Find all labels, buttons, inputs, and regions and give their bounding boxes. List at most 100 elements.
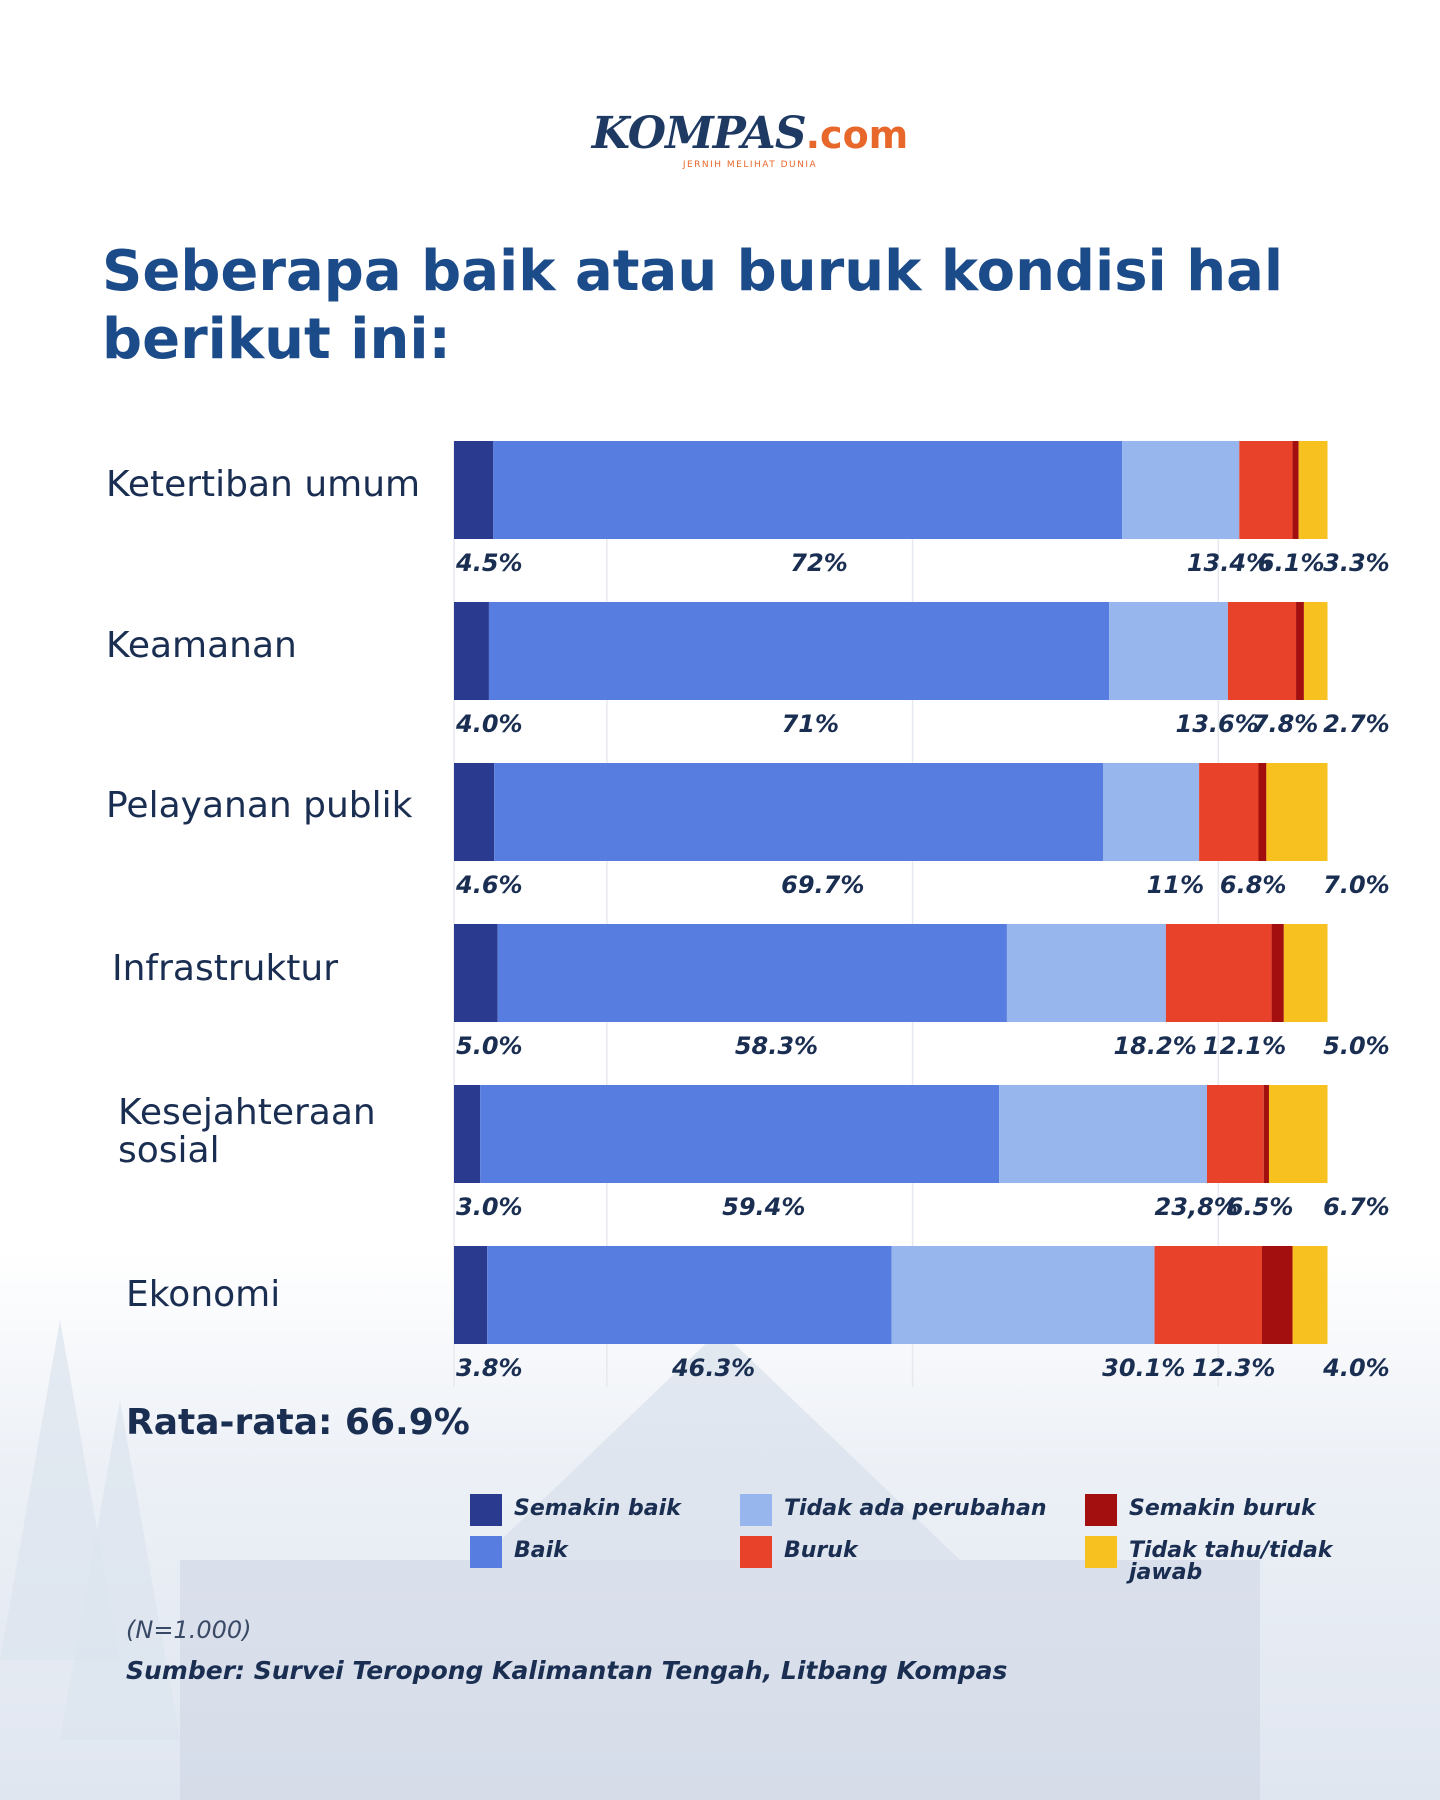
chart-title-line2: berikut ini:: [102, 307, 451, 372]
data-label: 2.7%: [1323, 710, 1390, 738]
legend-label: Baik: [514, 1538, 568, 1563]
data-label: 11%: [1147, 871, 1204, 899]
category-label: Kesejahteraan sosial: [118, 1092, 376, 1171]
data-label: 5.0%: [456, 1032, 523, 1060]
data-label: 4.0%: [1322, 1354, 1390, 1382]
data-label: 5.0%: [1323, 1032, 1390, 1060]
category-label: Keamanan: [106, 625, 297, 666]
bar-segment: [1103, 763, 1200, 861]
sample-size-note: (N=1.000): [126, 1616, 252, 1644]
data-label: 30.1%: [1102, 1354, 1185, 1382]
bar-segment: [1154, 1246, 1262, 1344]
bar-segment: [454, 1085, 481, 1183]
bar-segment: [1268, 1085, 1328, 1183]
bar-segment: [1258, 763, 1267, 861]
bar-segment: [454, 441, 494, 539]
data-label: 46.3%: [671, 1354, 755, 1382]
bar-segment: [999, 1085, 1207, 1183]
legend-item: Buruk: [740, 1536, 1014, 1568]
category-label: Infrastruktur: [112, 948, 339, 989]
legend-label: Buruk: [784, 1538, 858, 1563]
bar-segment: [494, 763, 1104, 861]
legend-swatch: [740, 1536, 772, 1568]
legend-swatch: [740, 1494, 772, 1526]
data-label: 59.4%: [722, 1193, 805, 1221]
data-label: 12.3%: [1192, 1354, 1275, 1382]
legend-item: Tidak ada perubahan: [740, 1494, 1084, 1526]
chart-title-line1: Seberapa baik atau buruk kondisi hal: [102, 239, 1284, 304]
bar-segment: [1298, 441, 1328, 539]
bar-segment: [454, 924, 498, 1022]
legend-item: Semakin baik: [470, 1494, 744, 1526]
legend-swatch: [470, 1536, 502, 1568]
bar-segment: [1206, 1085, 1264, 1183]
bar-segment: [497, 924, 1007, 1022]
data-label: 13.6%: [1176, 710, 1259, 738]
bar-segment: [1296, 602, 1304, 700]
data-label: 4.5%: [455, 549, 523, 577]
data-label: 3.0%: [456, 1193, 523, 1221]
category-label: Ekonomi: [126, 1274, 281, 1315]
legend-label: Semakin buruk: [1129, 1496, 1316, 1521]
data-label: 18.2%: [1113, 1032, 1196, 1060]
background-building-roof: [480, 1330, 960, 1560]
bar-segment: [1199, 763, 1259, 861]
bar-segment: [1261, 1246, 1293, 1344]
category-label: Ketertiban umum: [106, 464, 421, 505]
bar-segment: [1227, 602, 1297, 700]
brand-suffix: .com: [805, 113, 909, 157]
data-label: 4.6%: [455, 871, 523, 899]
bar-segment: [1263, 1085, 1269, 1183]
data-label: 3.3%: [1323, 549, 1390, 577]
legend-label: Tidak tahu/tidak jawab: [1129, 1538, 1333, 1585]
data-label: 71%: [782, 710, 839, 738]
data-label: 13.4%: [1187, 549, 1270, 577]
bar-segment: [1303, 602, 1328, 700]
bar-segment: [1239, 441, 1293, 539]
data-label: 58.3%: [735, 1032, 818, 1060]
bar-segment: [1266, 763, 1328, 861]
data-label: 69.7%: [781, 871, 864, 899]
brand-tagline: JERNIH MELIHAT DUNIA: [682, 160, 818, 170]
bar-segment: [1122, 441, 1240, 539]
stacked-bar-chart: 4.5% 72% 13.4%6.1%3.3% 4.0% 71% 13.6%7.8% 2.7%…: [453, 441, 1390, 1387]
data-label: 3.8%: [456, 1354, 523, 1382]
legend-label: Tidak ada perubahan: [784, 1496, 1047, 1521]
bar-segment: [454, 1246, 488, 1344]
legend-swatch: [1085, 1494, 1117, 1526]
data-label: 72%: [790, 549, 847, 577]
bar-segment: [1292, 441, 1299, 539]
legend-label: Semakin baik: [514, 1496, 681, 1521]
data-label: 7.8%: [1252, 710, 1319, 738]
bar-segment: [1283, 924, 1328, 1022]
legend-item: Semakin buruk: [1085, 1494, 1359, 1526]
data-label: 6.8%: [1220, 871, 1287, 899]
bar-segment: [493, 441, 1123, 539]
bar-segment: [1165, 924, 1272, 1022]
bar-segment: [487, 1246, 892, 1344]
bar-segment: [454, 763, 495, 861]
legend-item: Tidak tahu/tidak jawab: [1085, 1536, 1349, 1584]
bar-segment: [1271, 924, 1284, 1022]
chart-title: Seberapa baik atau buruk kondisi hal ber…: [102, 238, 1302, 374]
bar-segment: [891, 1246, 1155, 1344]
data-label: 12.1%: [1203, 1032, 1286, 1060]
brand-name: KOMPAS: [591, 108, 807, 159]
source-note: Sumber: Survei Teropong Kalimantan Tenga…: [126, 1656, 1008, 1685]
data-label: 6.5%: [1227, 1193, 1294, 1221]
bar-segment: [454, 602, 489, 700]
legend-swatch: [470, 1494, 502, 1526]
bar-segment: [1292, 1246, 1328, 1344]
category-label: Pelayanan publik: [106, 785, 413, 826]
data-label: 23,8%: [1155, 1193, 1238, 1221]
bar-segment: [1109, 602, 1228, 700]
data-label: 7.0%: [1323, 871, 1390, 899]
background-building: [180, 1560, 1260, 1800]
data-label: 6.7%: [1323, 1193, 1390, 1221]
average-label: Rata-rata: 66.9%: [126, 1402, 470, 1443]
legend-swatch: [1085, 1536, 1117, 1568]
background-tree: [60, 1400, 180, 1740]
brand-logo: KOMPAS.com: [0, 108, 1440, 159]
bar-segment: [480, 1085, 1000, 1183]
legend-item: Baik: [470, 1536, 744, 1568]
